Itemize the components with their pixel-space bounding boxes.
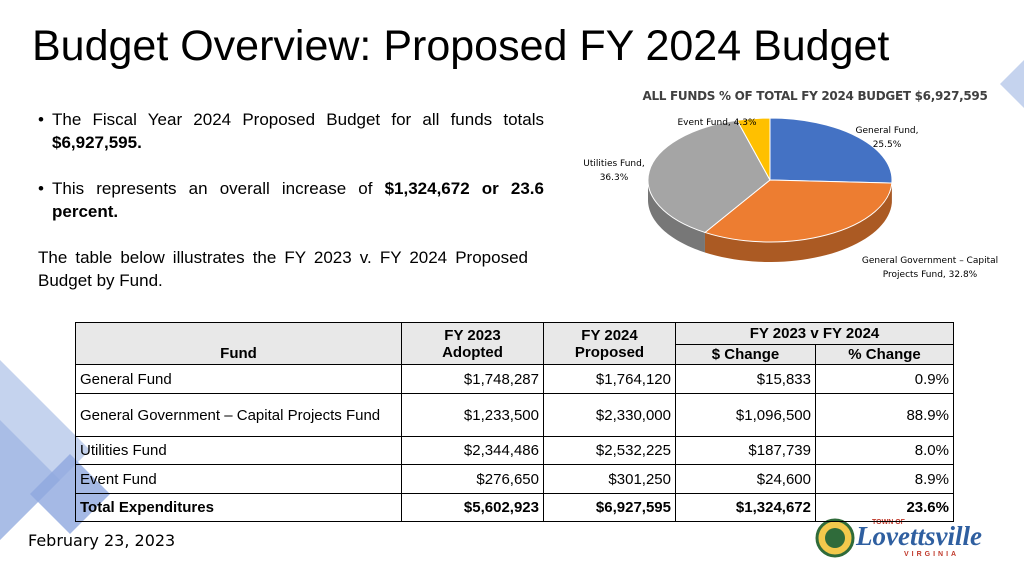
table-cell: 8.0% xyxy=(815,436,954,465)
pie-label: General Government – Capital Projects Fu… xyxy=(861,256,999,280)
table-cell: $1,096,500 xyxy=(675,393,816,437)
header-cell: FY 2024 Proposed xyxy=(543,322,676,365)
header-line: Adopted xyxy=(442,343,503,361)
paragraph: The table below illustrates the FY 2023 … xyxy=(38,248,528,290)
table-row: Utilities Fund $2,344,486 $2,532,225 $187,7… xyxy=(75,436,954,465)
slice xyxy=(769,117,893,184)
table-cell: 23.6% xyxy=(815,493,954,522)
budget-table: Fund FY 2023 Adopted FY 2024 Proposed FY 2… xyxy=(75,322,954,522)
deco-shape xyxy=(0,420,60,540)
table-cell: General Fund xyxy=(75,364,402,394)
table-cell: $2,532,225 xyxy=(543,436,676,465)
bullet-text: The Fiscal Year 2024 Proposed Budget for… xyxy=(52,110,544,129)
table-cell: Utilities Fund xyxy=(75,436,402,465)
header-cell: % Change xyxy=(815,344,954,365)
header-cell: Fund xyxy=(75,322,402,365)
footer-date: February 23, 2023 xyxy=(28,531,176,550)
table-cell: $1,764,120 xyxy=(543,364,676,394)
chart-title: ALL FUNDS % OF TOTAL FY 2024 BUDGET $6,9… xyxy=(642,89,988,103)
slice xyxy=(647,119,771,234)
table-cell: Total Expenditures xyxy=(75,493,402,522)
deco-shape xyxy=(1000,60,1024,108)
slide-title: Budget Overview: Proposed FY 2024 Budget xyxy=(32,22,890,70)
table-cell: $301,250 xyxy=(543,464,676,494)
table-row: General Fund $1,748,287 $1,764,120 $15,833 0… xyxy=(75,364,954,394)
table-cell: General Government – Capital Projects Fu… xyxy=(75,393,402,437)
table-cell: $24,600 xyxy=(675,464,816,494)
table-cell: Event Fund xyxy=(75,464,402,494)
slice xyxy=(703,179,893,243)
pie-label: Event Fund, 4.3% xyxy=(677,118,757,128)
logo-state: VIRGINIA xyxy=(904,551,959,558)
pie-label: General Fund, 25.5% xyxy=(855,126,919,150)
logo-seal xyxy=(825,528,845,548)
table-cell: $1,324,672 xyxy=(675,493,816,522)
table-cell: $1,748,287 xyxy=(401,364,544,394)
slice xyxy=(736,117,771,181)
table-cell: $276,650 xyxy=(401,464,544,494)
header-line: FY 2024 xyxy=(581,326,638,344)
table-cell: 88.9% xyxy=(815,393,954,437)
table-cell: 0.9% xyxy=(815,364,954,394)
table-cell: 8.9% xyxy=(815,464,954,494)
bullet-bold: $6,927,595. xyxy=(52,133,142,152)
header-cell: FY 2023 Adopted xyxy=(401,322,544,365)
table-cell: $15,833 xyxy=(675,364,816,394)
logo-name: Lovettsville xyxy=(855,521,982,551)
slice-side xyxy=(648,180,705,253)
header-line: Proposed xyxy=(574,343,645,361)
table-cell: $1,233,500 xyxy=(401,393,544,437)
table-row: Total Expenditures $5,602,923 $6,927,595 $1… xyxy=(75,493,954,522)
table-row: General Government – Capital Projects Fu… xyxy=(75,393,954,437)
bullet: This represents an overall increase of $… xyxy=(38,177,544,223)
bullet-text: This represents an overall increase of xyxy=(52,179,385,198)
slice-side xyxy=(704,183,892,262)
table-cell: $6,927,595 xyxy=(543,493,676,522)
bullet-bold: $1,324,672 or 23.6 percent. xyxy=(52,179,544,221)
table-cell: $5,602,923 xyxy=(401,493,544,522)
table-row: Event Fund $276,650 $301,250 $24,600 8.9% xyxy=(75,464,954,494)
table-cell: $2,344,486 xyxy=(401,436,544,465)
header-line: FY 2023 xyxy=(444,326,501,344)
logo-town: TOWN OF xyxy=(872,519,906,526)
header-cell: FY 2023 v FY 2024 xyxy=(675,322,954,345)
header-cell: $ Change xyxy=(675,344,816,365)
table-cell: $2,330,000 xyxy=(543,393,676,437)
table-cell: $187,739 xyxy=(675,436,816,465)
bullet: The Fiscal Year 2024 Proposed Budget for… xyxy=(38,108,544,154)
pie-label: Utilities Fund, 36.3% xyxy=(583,159,645,183)
